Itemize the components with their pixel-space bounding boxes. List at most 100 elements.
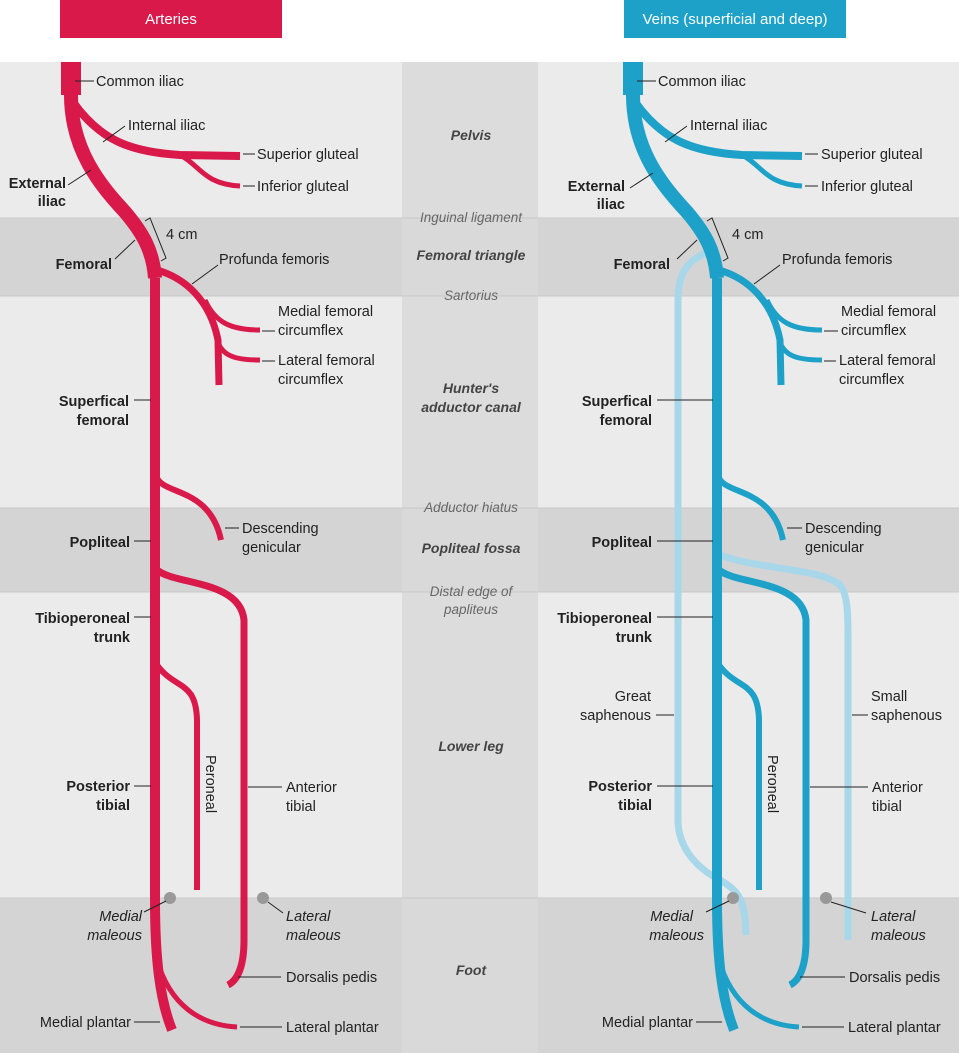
internal-iliac-vein: [631, 99, 803, 160]
label-4cm-vein: 4 cm: [732, 227, 763, 243]
inferior-gluteal-vein: [740, 152, 803, 189]
label-external-iliac-vein-1: External: [568, 179, 625, 195]
label-superficial-femoral-vein-1: Superfical: [582, 394, 652, 410]
landmark-sartorius: Sartorius: [444, 288, 498, 303]
label-medial-femoral-circumflex-vein-2: circumflex: [841, 323, 907, 339]
venous-tree: [623, 62, 852, 1032]
label-descending-genicular-vein-2: genicular: [805, 540, 864, 556]
label-small-saphenous-2: saphenous: [871, 708, 942, 724]
label-internal-iliac-artery: Internal iliac: [128, 118, 205, 134]
label-lateral-femoral-circumflex-vein-2: circumflex: [839, 372, 905, 388]
label-profunda-femoris-artery: Profunda femoris: [219, 252, 329, 268]
label-medial-malleolus-vein-2: maleous: [649, 928, 704, 944]
label-superficial-femoral-artery-2: femoral: [77, 413, 129, 429]
label-anterior-tibial-artery-1: Anterior: [286, 780, 337, 796]
label-popliteal-vein: Popliteal: [592, 535, 652, 551]
label-dorsalis-pedis-vein: Dorsalis pedis: [849, 970, 940, 986]
label-small-saphenous-1: Small: [871, 689, 907, 705]
label-common-iliac-vein: Common iliac: [658, 74, 746, 90]
label-anterior-tibial-vein-2: tibial: [872, 799, 902, 815]
great-saphenous-vein: [674, 246, 750, 936]
label-superior-gluteal-artery: Superior gluteal: [257, 147, 359, 163]
label-peroneal-vein: Peroneal: [764, 755, 780, 813]
label-femoral-vein: Femoral: [614, 257, 670, 273]
external-iliac-femoral-artery: [64, 94, 162, 279]
landmark-distal-edge-1: Distal edge of: [430, 584, 514, 599]
small-saphenous-vein: [718, 551, 852, 940]
peroneal-vein: [716, 663, 762, 890]
medial-femoral-circumflex-artery: [202, 298, 261, 333]
arteries-header: Arteries: [60, 0, 282, 38]
medial-femoral-circumflex-vein: [764, 298, 823, 333]
label-descending-genicular-artery-1: Descending: [242, 521, 319, 537]
label-posterior-tibial-vein-1: Posterior: [588, 779, 652, 795]
label-great-saphenous-1: Great: [615, 689, 651, 705]
peroneal-artery: [154, 663, 200, 890]
landmark-inguinal-ligament: Inguinal ligament: [420, 210, 523, 225]
label-medial-plantar-artery: Medial plantar: [40, 1015, 131, 1031]
lateral-malleolus-marker: [257, 892, 269, 904]
label-external-iliac-vein-2: iliac: [597, 197, 625, 213]
label-medial-malleolus-artery-2: maleous: [87, 928, 142, 944]
region-popliteal-fossa: Popliteal fossa: [422, 540, 521, 556]
label-superior-gluteal-vein: Superior gluteal: [821, 147, 923, 163]
label-lateral-femoral-circumflex-1: Lateral femoral: [278, 353, 375, 369]
descending-genicular-artery: [154, 476, 224, 541]
label-great-saphenous-2: saphenous: [580, 708, 651, 724]
label-medial-femoral-circumflex-1: Medial femoral: [278, 304, 373, 320]
region-foot: Foot: [456, 962, 488, 978]
region-femoral-triangle: Femoral triangle: [417, 247, 526, 263]
landmark-distal-edge-2: papliteus: [443, 602, 498, 617]
anterior-tibial-vein: [716, 567, 810, 989]
measure-bracket-venous: [706, 217, 729, 262]
arteries-header-label: Arteries: [145, 11, 197, 28]
label-peroneal-artery: Peroneal: [202, 755, 218, 813]
label-tibioperoneal-trunk-2: trunk: [94, 630, 131, 646]
region-lower-leg: Lower leg: [438, 738, 504, 754]
region-pelvis: Pelvis: [451, 127, 492, 143]
label-dorsalis-pedis-artery: Dorsalis pedis: [286, 970, 377, 986]
region-hunters-2: adductor canal: [421, 399, 522, 415]
anterior-tibial-artery: [154, 567, 248, 989]
label-medial-femoral-circumflex-vein-1: Medial femoral: [841, 304, 936, 320]
internal-iliac-artery: [69, 99, 241, 160]
lateral-femoral-circumflex-vein: [776, 339, 823, 363]
descending-genicular-vein: [716, 476, 786, 541]
label-descending-genicular-vein-1: Descending: [805, 521, 882, 537]
label-anterior-tibial-vein-1: Anterior: [872, 780, 923, 796]
veins-header: Veins (superficial and deep): [624, 0, 846, 38]
label-lateral-plantar-vein: Lateral plantar: [848, 1020, 941, 1036]
label-posterior-tibial-artery-2: tibial: [96, 798, 130, 814]
label-lateral-plantar-artery: Lateral plantar: [286, 1020, 379, 1036]
external-iliac-femoral-vein: [626, 94, 724, 279]
label-lateral-malleolus-vein-2: maleous: [871, 928, 926, 944]
label-posterior-tibial-artery-1: Posterior: [66, 779, 130, 795]
inferior-gluteal-artery: [178, 152, 241, 189]
center-column: [402, 62, 538, 1053]
landmark-adductor-hiatus: Adductor hiatus: [423, 500, 518, 515]
label-profunda-femoris-vein: Profunda femoris: [782, 252, 892, 268]
lateral-femoral-circumflex-artery: [214, 339, 261, 363]
arterial-tree: [61, 62, 269, 1032]
label-medial-femoral-circumflex-2: circumflex: [278, 323, 344, 339]
label-medial-malleolus-artery-1: Medial: [99, 909, 142, 925]
label-common-iliac-artery: Common iliac: [96, 74, 184, 90]
label-tibioperoneal-trunk-vein-1: Tibioperoneal: [557, 611, 652, 627]
medial-malleolus-marker: [164, 892, 176, 904]
label-external-iliac-artery-1: External: [9, 176, 66, 192]
veins-header-label: Veins (superficial and deep): [642, 11, 827, 28]
venous-labels: Common iliac Internal iliac Superior glu…: [557, 74, 942, 1036]
lateral-plantar-artery: [154, 959, 238, 1030]
label-femoral-artery: Femoral: [56, 257, 112, 273]
label-descending-genicular-artery-2: genicular: [242, 540, 301, 556]
label-popliteal-artery: Popliteal: [70, 535, 130, 551]
label-lateral-malleolus-artery-2: maleous: [286, 928, 341, 944]
label-external-iliac-artery-2: iliac: [38, 194, 66, 210]
measure-bracket-arterial: [144, 217, 167, 262]
profunda-femoris-artery: [155, 266, 223, 386]
label-medial-malleolus-vein-1: Medial: [650, 909, 693, 925]
label-anterior-tibial-artery-2: tibial: [286, 799, 316, 815]
label-lateral-femoral-circumflex-2: circumflex: [278, 372, 344, 388]
